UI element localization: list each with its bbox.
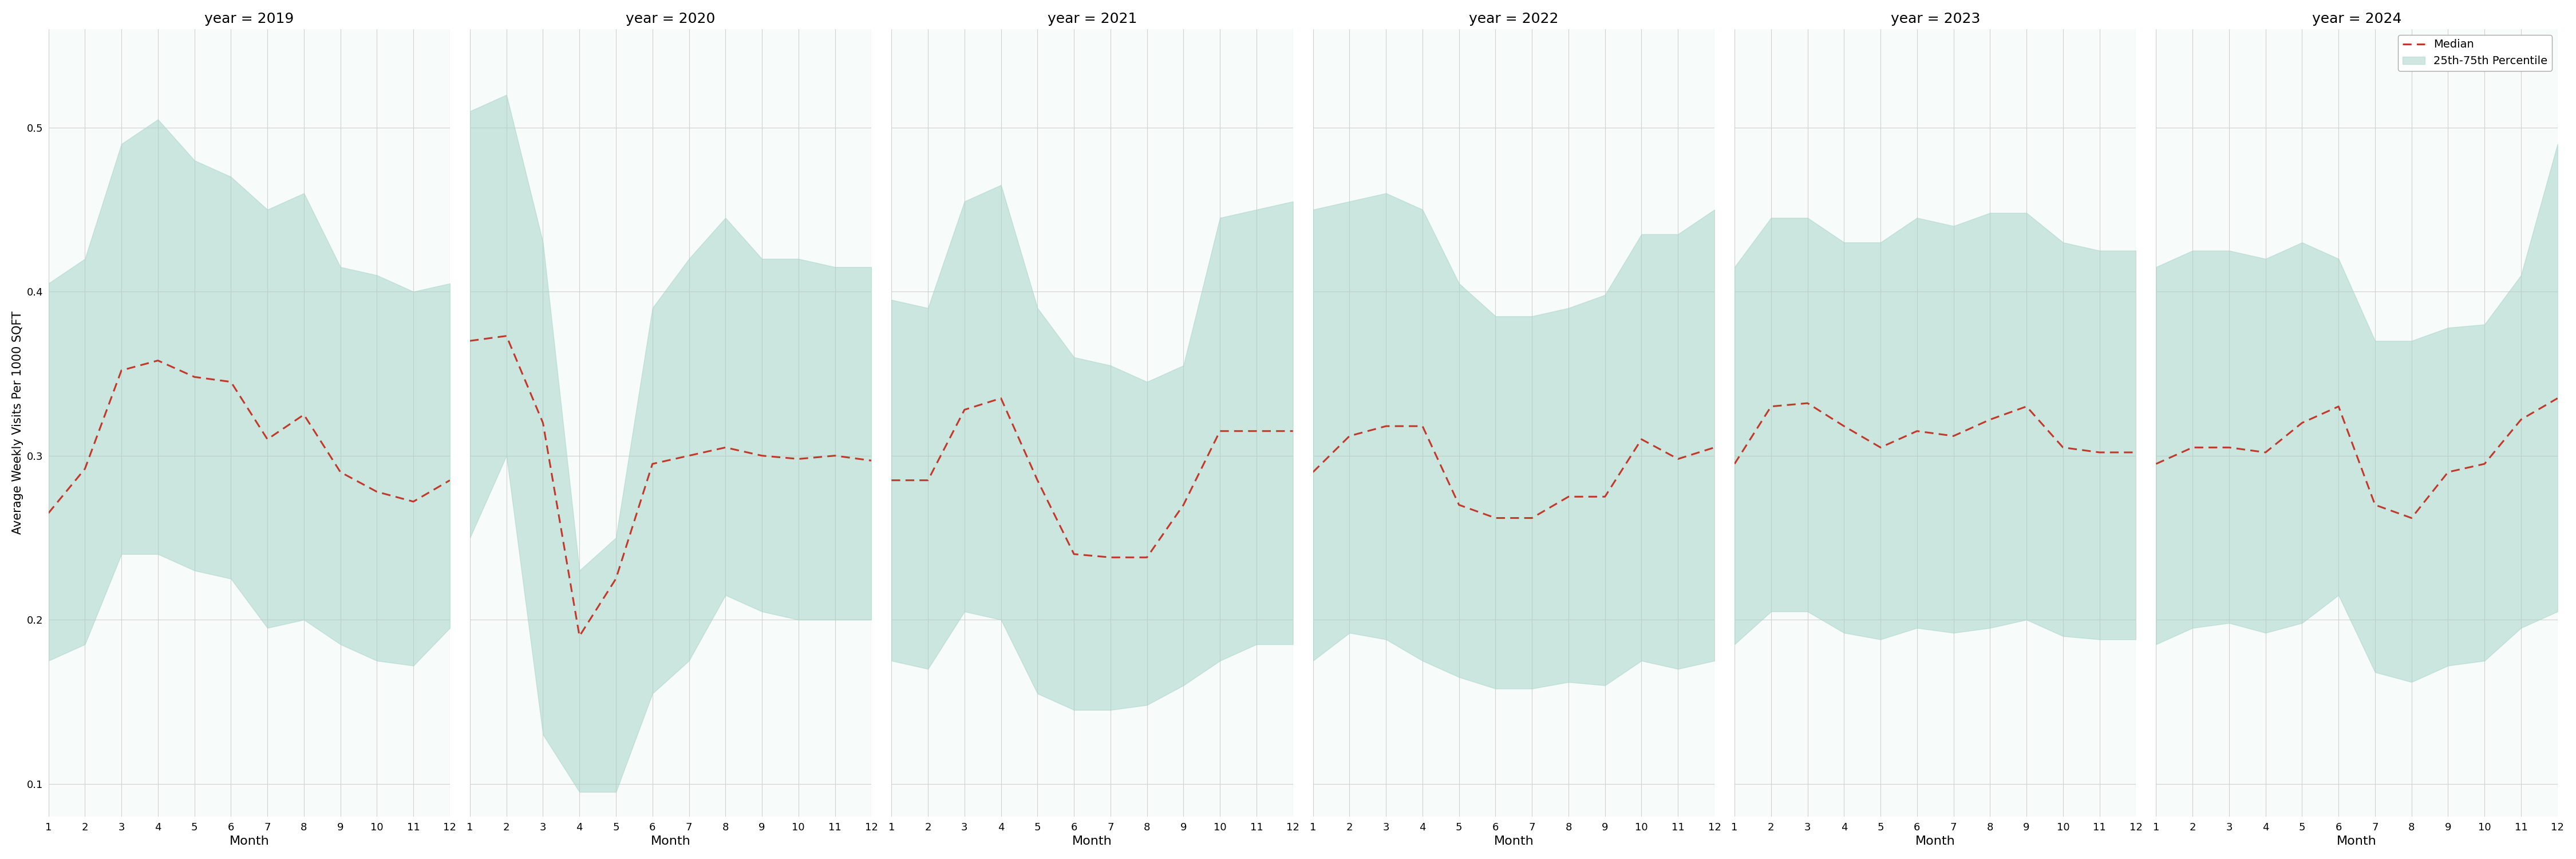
Median xyxy=(106,365,137,375)
Line: Median: Median xyxy=(469,336,871,637)
X-axis label: Month: Month xyxy=(652,836,690,847)
Median xyxy=(1700,442,1731,453)
Median xyxy=(2084,448,2115,458)
Median xyxy=(912,475,943,485)
Median xyxy=(1370,421,1401,431)
Title: year = 2024: year = 2024 xyxy=(2313,12,2401,26)
Median xyxy=(1278,426,1309,436)
Median xyxy=(564,631,595,642)
Median xyxy=(289,410,319,420)
Median xyxy=(2120,448,2151,458)
Median xyxy=(1937,431,1968,442)
Median xyxy=(2012,401,2043,411)
Line: Median: Median xyxy=(1734,403,2136,464)
Title: year = 2023: year = 2023 xyxy=(1891,12,1981,26)
Median xyxy=(361,486,392,497)
Median xyxy=(1406,421,1437,431)
Median xyxy=(855,455,886,466)
Median xyxy=(70,464,100,474)
Median xyxy=(216,377,247,387)
Median xyxy=(1298,467,1329,478)
Median xyxy=(2141,459,2172,469)
Median xyxy=(178,372,209,382)
Title: year = 2020: year = 2020 xyxy=(626,12,716,26)
Median xyxy=(948,405,979,415)
Median xyxy=(1589,491,1620,502)
Median xyxy=(1095,552,1126,563)
Title: year = 2022: year = 2022 xyxy=(1468,12,1558,26)
Median xyxy=(2287,417,2318,428)
Median xyxy=(876,475,907,485)
Median xyxy=(1625,434,1656,444)
X-axis label: Month: Month xyxy=(229,836,268,847)
Median xyxy=(1481,513,1512,523)
Line: Median: Median xyxy=(891,399,1293,557)
Median xyxy=(2506,414,2537,424)
Y-axis label: Average Weekly Visits Per 1000 SQFT: Average Weekly Visits Per 1000 SQFT xyxy=(13,311,23,534)
Median xyxy=(819,450,850,460)
Median xyxy=(2360,500,2391,510)
Median xyxy=(1865,442,1896,453)
Title: year = 2021: year = 2021 xyxy=(1048,12,1136,26)
X-axis label: Month: Month xyxy=(1494,836,1533,847)
Line: Median: Median xyxy=(1314,426,1716,518)
Median xyxy=(1059,549,1090,559)
Title: year = 2019: year = 2019 xyxy=(204,12,294,26)
Median xyxy=(33,508,64,518)
Median xyxy=(1829,421,1860,431)
Median xyxy=(435,475,466,485)
Median xyxy=(1553,491,1584,502)
Median xyxy=(325,467,355,478)
Median xyxy=(1334,431,1365,442)
Median xyxy=(2432,467,2463,478)
Median xyxy=(747,450,778,460)
Median xyxy=(987,393,1018,404)
Median xyxy=(1793,398,1824,408)
Median xyxy=(492,331,523,341)
X-axis label: Month: Month xyxy=(1917,836,1955,847)
Median xyxy=(1662,454,1692,464)
Median xyxy=(2543,393,2573,404)
Median xyxy=(1718,459,1749,469)
X-axis label: Month: Month xyxy=(1072,836,1113,847)
Median xyxy=(1901,426,1932,436)
Line: Median: Median xyxy=(49,361,451,513)
Median xyxy=(453,336,484,346)
Median xyxy=(528,417,559,428)
Median xyxy=(711,442,742,453)
Median xyxy=(397,497,428,507)
Median xyxy=(672,450,703,460)
Median xyxy=(2324,401,2354,411)
Median xyxy=(1757,401,1788,411)
X-axis label: Month: Month xyxy=(2336,836,2378,847)
Median xyxy=(636,459,667,469)
Median xyxy=(600,574,631,584)
Median xyxy=(2048,442,2079,453)
Median xyxy=(1167,500,1198,510)
Median xyxy=(1517,513,1548,523)
Median xyxy=(252,434,283,444)
Median xyxy=(783,454,814,464)
Median xyxy=(1443,500,1473,510)
Median xyxy=(2177,442,2208,453)
Median xyxy=(142,356,173,366)
Median xyxy=(1023,475,1054,485)
Legend: Median, 25th-75th Percentile: Median, 25th-75th Percentile xyxy=(2398,34,2553,71)
Median xyxy=(1242,426,1273,436)
Median xyxy=(1976,414,2007,424)
Median xyxy=(2468,459,2499,469)
Line: Median: Median xyxy=(2156,399,2558,518)
Median xyxy=(2249,448,2280,458)
Median xyxy=(1206,426,1236,436)
Median xyxy=(2213,442,2244,453)
Median xyxy=(2396,513,2427,523)
Median xyxy=(1131,552,1162,563)
